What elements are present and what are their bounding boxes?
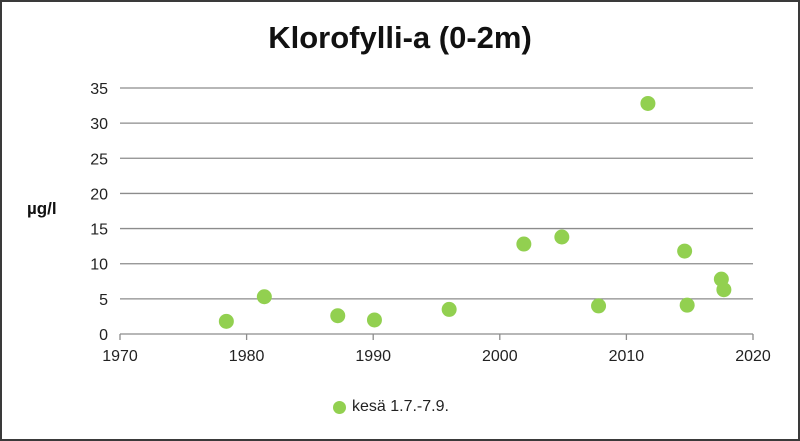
data-point xyxy=(677,243,693,259)
data-point xyxy=(218,313,234,329)
x-tick-label: 2000 xyxy=(482,348,518,365)
x-tick-label: 1980 xyxy=(229,348,265,365)
x-tick-label: 1970 xyxy=(102,348,138,365)
y-axis-label: µg/l xyxy=(27,199,57,218)
data-point xyxy=(441,301,457,317)
legend: kesä 1.7.-7.9. xyxy=(333,398,449,416)
data-point xyxy=(366,312,382,328)
y-tick-label: 35 xyxy=(90,81,108,98)
data-point xyxy=(640,95,656,111)
y-tick-label: 20 xyxy=(90,186,108,203)
data-point xyxy=(516,236,532,252)
x-tick-label: 2010 xyxy=(609,348,645,365)
y-tick-label: 25 xyxy=(90,151,108,168)
y-tick-label: 10 xyxy=(90,257,108,274)
legend-label: kesä 1.7.-7.9. xyxy=(352,398,449,415)
y-tick-label: 0 xyxy=(99,327,108,344)
y-tick-label: 30 xyxy=(90,116,108,133)
data-point xyxy=(591,298,607,314)
data-point xyxy=(679,297,695,313)
x-tick-label: 1990 xyxy=(355,348,391,365)
x-tick-label: 2020 xyxy=(735,348,771,365)
legend-marker-icon xyxy=(333,400,346,414)
data-point xyxy=(256,289,272,305)
y-tick-label: 5 xyxy=(99,292,108,309)
data-point xyxy=(554,229,570,245)
data-point xyxy=(716,282,732,298)
chart-title: Klorofylli-a (0-2m) xyxy=(268,20,532,55)
data-point xyxy=(330,308,346,324)
y-tick-label: 15 xyxy=(90,222,108,239)
